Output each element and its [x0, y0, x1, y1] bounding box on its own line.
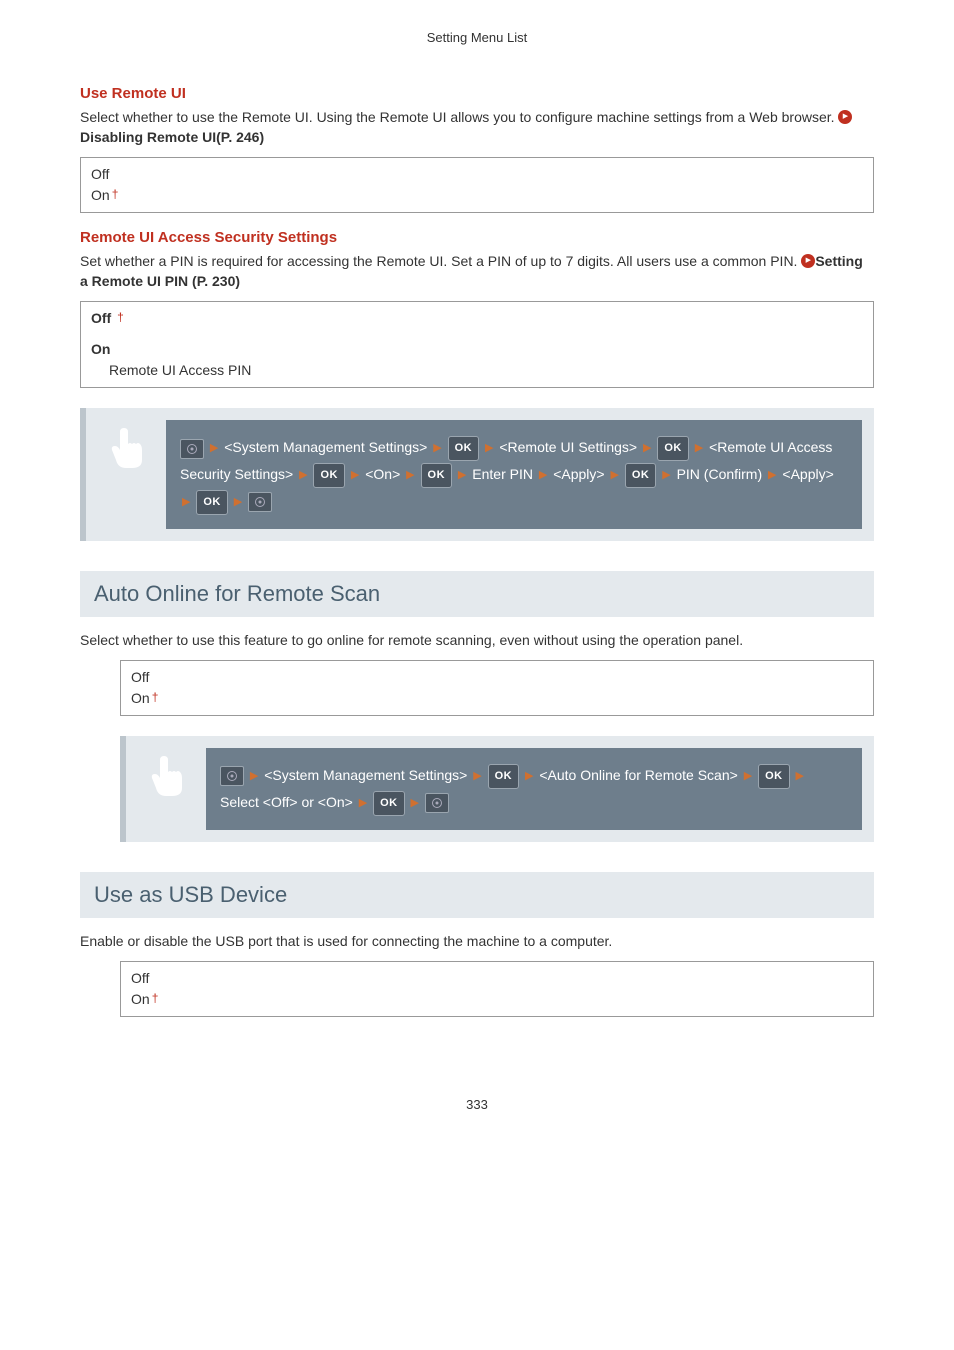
arrow-icon: ▶	[210, 438, 218, 459]
arrow-icon: ▶	[433, 438, 441, 459]
dagger-icon: †	[112, 187, 119, 201]
arrow-icon: ▶	[473, 766, 481, 787]
arrow-icon: ▶	[458, 465, 466, 486]
section-use-as-usb-device: Use as USB Device	[80, 872, 874, 918]
options-auto-online: Off On†	[120, 660, 874, 716]
play-icon	[801, 254, 815, 268]
arrow-icon: ▶	[299, 465, 307, 486]
option-off: Off	[131, 667, 863, 688]
menu-button-icon	[248, 492, 272, 512]
option-off: Off	[131, 968, 863, 989]
play-icon	[838, 110, 852, 124]
desc-text: Select whether to use the Remote UI. Usi…	[80, 109, 838, 125]
procedure-note-2: ▶ <System Management Settings> ▶ OK ▶ <A…	[120, 736, 874, 841]
option-label: On	[131, 690, 150, 706]
arrow-icon: ▶	[525, 766, 533, 787]
option-off: Off †	[91, 308, 863, 329]
ok-button-icon: OK	[373, 791, 405, 816]
arrow-icon: ▶	[234, 492, 242, 513]
dagger-icon: †	[152, 991, 159, 1005]
note-icon-col	[86, 408, 166, 540]
option-label: On	[91, 187, 110, 203]
step-text: Enter PIN	[468, 466, 536, 482]
desc-use-remote-ui: Select whether to use the Remote UI. Usi…	[80, 108, 874, 147]
desc-auto-online: Select whether to use this feature to go…	[80, 631, 874, 651]
step-text: <Apply>	[779, 466, 834, 482]
option-label: Off	[91, 166, 109, 182]
ok-button-icon: OK	[488, 764, 520, 789]
ok-button-icon: OK	[196, 490, 228, 515]
arrow-icon: ▶	[744, 766, 752, 787]
arrow-icon: ▶	[250, 766, 258, 787]
arrow-icon: ▶	[406, 465, 414, 486]
dagger-icon: †	[152, 690, 159, 704]
arrow-icon: ▶	[768, 465, 776, 486]
hand-pointer-icon	[106, 426, 146, 473]
heading-use-remote-ui: Use Remote UI	[80, 85, 874, 102]
arrow-icon: ▶	[351, 465, 359, 486]
desc-usb-device: Enable or disable the USB port that is u…	[80, 932, 874, 952]
arrow-icon: ▶	[410, 793, 418, 814]
arrow-icon: ▶	[695, 438, 703, 459]
note-content: ▶ <System Management Settings> ▶ OK ▶ <A…	[206, 748, 862, 829]
ok-button-icon: OK	[421, 463, 453, 488]
link-disabling-remote-ui[interactable]: Disabling Remote UI(P. 246)	[80, 129, 264, 145]
arrow-icon: ▶	[643, 438, 651, 459]
note-content: ▶ <System Management Settings> ▶ OK ▶ <R…	[166, 420, 862, 528]
ok-button-icon: OK	[313, 463, 345, 488]
arrow-icon: ▶	[610, 465, 618, 486]
options-use-remote-ui: Off On†	[80, 157, 874, 213]
step-text: <On>	[361, 466, 404, 482]
page-number: 333	[80, 1097, 874, 1112]
page-header: Setting Menu List	[80, 30, 874, 45]
ok-button-icon: OK	[625, 463, 657, 488]
option-label: Off	[91, 310, 111, 326]
option-off: Off	[91, 164, 863, 185]
hand-pointer-icon	[146, 754, 186, 801]
menu-button-icon	[425, 793, 449, 813]
step-text: <System Management Settings>	[220, 439, 431, 455]
ok-button-icon: OK	[448, 436, 480, 461]
procedure-note-1: ▶ <System Management Settings> ▶ OK ▶ <R…	[80, 408, 874, 540]
section-auto-online-remote-scan: Auto Online for Remote Scan	[80, 571, 874, 617]
option-on: On†	[131, 989, 863, 1010]
option-on-sub: Remote UI Access PIN	[91, 360, 863, 381]
options-usb-device: Off On†	[120, 961, 874, 1017]
menu-button-icon	[220, 766, 244, 786]
arrow-icon: ▶	[485, 438, 493, 459]
desc-text: Set whether a PIN is required for access…	[80, 253, 801, 269]
step-text: Select <Off> or <On>	[220, 794, 357, 810]
arrow-icon: ▶	[795, 766, 803, 787]
option-label: Off	[131, 669, 149, 685]
option-on: On†	[131, 688, 863, 709]
arrow-icon: ▶	[359, 793, 367, 814]
step-text: <System Management Settings>	[260, 767, 471, 783]
dagger-icon: †	[117, 310, 124, 324]
note-icon-col	[126, 736, 206, 841]
option-on: On†	[91, 185, 863, 206]
step-text: PIN (Confirm)	[673, 466, 766, 482]
arrow-icon: ▶	[182, 492, 190, 513]
option-on: On	[91, 339, 863, 360]
options-remote-ui-access: Off † On Remote UI Access PIN	[80, 301, 874, 388]
ok-button-icon: OK	[657, 436, 689, 461]
step-text: <Apply>	[549, 466, 608, 482]
step-text: <Auto Online for Remote Scan>	[535, 767, 741, 783]
arrow-icon: ▶	[662, 465, 670, 486]
ok-button-icon: OK	[758, 764, 790, 789]
heading-remote-ui-access-security: Remote UI Access Security Settings	[80, 229, 874, 246]
desc-remote-ui-access-security: Set whether a PIN is required for access…	[80, 252, 874, 291]
option-label: Off	[131, 970, 149, 986]
step-text: <Remote UI Settings>	[495, 439, 641, 455]
arrow-icon: ▶	[539, 465, 547, 486]
menu-button-icon	[180, 439, 204, 459]
option-label: On	[131, 991, 150, 1007]
